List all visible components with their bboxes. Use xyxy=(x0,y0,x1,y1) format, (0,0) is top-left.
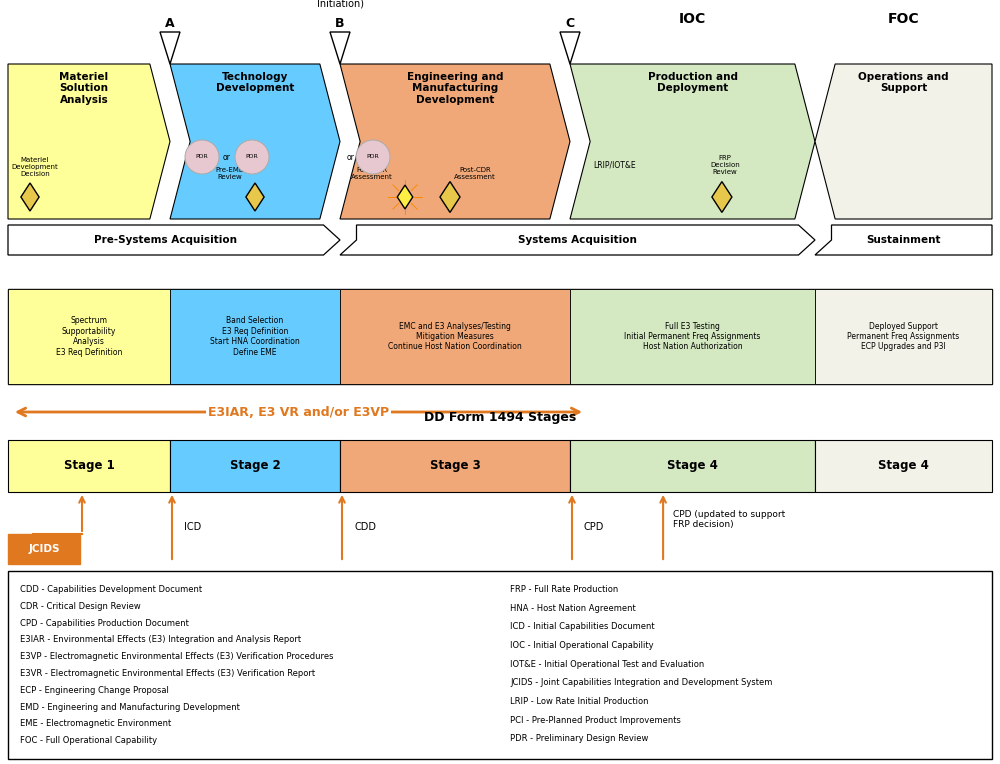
Polygon shape xyxy=(340,64,570,219)
Text: PDR - Preliminary Design Review: PDR - Preliminary Design Review xyxy=(510,734,648,743)
Text: Materiel
Development
Decision: Materiel Development Decision xyxy=(12,157,58,177)
Text: E3VP - Electromagnetic Environmental Effects (E3) Verification Procedures: E3VP - Electromagnetic Environmental Eff… xyxy=(20,652,334,661)
Text: PCI - Pre-Planned Product Improvements: PCI - Pre-Planned Product Improvements xyxy=(510,716,681,725)
Text: Materiel
Solution
Analysis: Materiel Solution Analysis xyxy=(59,72,109,105)
FancyBboxPatch shape xyxy=(170,289,340,384)
Polygon shape xyxy=(8,64,170,219)
Polygon shape xyxy=(21,183,39,211)
Polygon shape xyxy=(815,225,992,255)
Polygon shape xyxy=(815,64,992,219)
Text: Sustainment: Sustainment xyxy=(866,235,941,245)
Text: CPD (updated to support
FRP decision): CPD (updated to support FRP decision) xyxy=(673,510,785,529)
FancyBboxPatch shape xyxy=(8,534,80,564)
Text: ICD: ICD xyxy=(184,522,201,532)
Polygon shape xyxy=(397,185,413,209)
Text: Spectrum
Supportability
Analysis
E3 Req Definition: Spectrum Supportability Analysis E3 Req … xyxy=(56,316,122,357)
Polygon shape xyxy=(170,64,340,219)
Circle shape xyxy=(235,140,269,174)
FancyBboxPatch shape xyxy=(170,440,340,492)
Text: Post-PDR
Assessment: Post-PDR Assessment xyxy=(351,167,393,180)
Text: Stage 3: Stage 3 xyxy=(430,459,480,472)
FancyBboxPatch shape xyxy=(815,289,992,384)
Polygon shape xyxy=(560,32,580,64)
Text: E3VR - Electromagnetic Environmental Effects (E3) Verification Report: E3VR - Electromagnetic Environmental Eff… xyxy=(20,669,315,678)
Text: CDD: CDD xyxy=(354,522,376,532)
Polygon shape xyxy=(160,32,180,64)
FancyBboxPatch shape xyxy=(340,440,570,492)
Text: Engineering and
Manufacturing
Development: Engineering and Manufacturing Developmen… xyxy=(407,72,503,105)
Text: DD Form 1494 Stages: DD Form 1494 Stages xyxy=(424,411,576,424)
Text: ECP - Engineering Change Proposal: ECP - Engineering Change Proposal xyxy=(20,686,169,694)
Text: PDR: PDR xyxy=(246,154,258,160)
Text: IOC: IOC xyxy=(679,12,706,26)
FancyBboxPatch shape xyxy=(815,440,992,492)
Text: CPD: CPD xyxy=(584,522,604,532)
Text: Operations and
Support: Operations and Support xyxy=(858,72,949,93)
Text: Post-CDR
Assessment: Post-CDR Assessment xyxy=(454,167,496,180)
Text: JCIDS: JCIDS xyxy=(28,544,60,554)
FancyBboxPatch shape xyxy=(8,440,170,492)
Polygon shape xyxy=(712,182,732,212)
Text: Stage 4: Stage 4 xyxy=(667,459,718,472)
Text: FRP
Decision
Review: FRP Decision Review xyxy=(710,155,740,175)
Polygon shape xyxy=(8,225,340,255)
Text: FOC - Full Operational Capability: FOC - Full Operational Capability xyxy=(20,736,157,745)
Text: Systems Acquisition: Systems Acquisition xyxy=(518,235,637,245)
Circle shape xyxy=(356,140,390,174)
Polygon shape xyxy=(246,183,264,211)
Circle shape xyxy=(185,140,219,174)
Polygon shape xyxy=(340,225,815,255)
Text: IOC - Initial Operational Capability: IOC - Initial Operational Capability xyxy=(510,641,654,650)
Polygon shape xyxy=(440,182,460,212)
FancyBboxPatch shape xyxy=(570,289,815,384)
Text: or: or xyxy=(347,153,355,161)
Text: EMD - Engineering and Manufacturing Development: EMD - Engineering and Manufacturing Deve… xyxy=(20,703,240,711)
Text: (Program
Initiation): (Program Initiation) xyxy=(317,0,364,9)
Text: PDR: PDR xyxy=(367,154,379,160)
Text: Band Selection
E3 Req Definition
Start HNA Coordination
Define EME: Band Selection E3 Req Definition Start H… xyxy=(210,316,300,357)
Text: LRIP - Low Rate Initial Production: LRIP - Low Rate Initial Production xyxy=(510,697,648,706)
Text: Technology
Development: Technology Development xyxy=(216,72,294,93)
Text: Full E3 Testing
Initial Permanent Freq Assignments
Host Nation Authorization: Full E3 Testing Initial Permanent Freq A… xyxy=(624,322,761,351)
FancyBboxPatch shape xyxy=(8,289,170,384)
Text: JCIDS - Joint Capabilities Integration and Development System: JCIDS - Joint Capabilities Integration a… xyxy=(510,678,772,688)
Text: or: or xyxy=(223,153,231,161)
FancyBboxPatch shape xyxy=(8,571,992,759)
Text: CPD - Capabilities Production Document: CPD - Capabilities Production Document xyxy=(20,619,189,627)
Text: ICD - Initial Capabilities Document: ICD - Initial Capabilities Document xyxy=(510,623,655,631)
Text: E3IAR, E3 VR and/or E3VP: E3IAR, E3 VR and/or E3VP xyxy=(208,406,389,419)
Text: IOT&E - Initial Operational Test and Evaluation: IOT&E - Initial Operational Test and Eva… xyxy=(510,659,704,668)
Text: FOC: FOC xyxy=(888,12,919,26)
Text: LRIP/IOT&E: LRIP/IOT&E xyxy=(594,161,636,170)
Text: Stage 4: Stage 4 xyxy=(878,459,929,472)
FancyBboxPatch shape xyxy=(340,289,570,384)
Text: PDR: PDR xyxy=(196,154,208,160)
Text: CDR - Critical Design Review: CDR - Critical Design Review xyxy=(20,602,141,610)
Text: Stage 1: Stage 1 xyxy=(64,459,114,472)
Text: Pre-Systems Acquisition: Pre-Systems Acquisition xyxy=(94,235,237,245)
Text: Stage 2: Stage 2 xyxy=(230,459,280,472)
FancyBboxPatch shape xyxy=(570,440,815,492)
Text: Deployed Support
Permanent Freq Assignments
ECP Upgrades and P3I: Deployed Support Permanent Freq Assignme… xyxy=(847,322,960,351)
Text: EME - Electromagnetic Environment: EME - Electromagnetic Environment xyxy=(20,720,171,728)
Text: HNA - Host Nation Agreement: HNA - Host Nation Agreement xyxy=(510,604,636,613)
Text: A: A xyxy=(165,17,175,30)
Text: E3IAR - Environmental Effects (E3) Integration and Analysis Report: E3IAR - Environmental Effects (E3) Integ… xyxy=(20,636,301,644)
Polygon shape xyxy=(570,64,815,219)
Text: EMC and E3 Analyses/Testing
Mitigation Measures
Continue Host Nation Coordinatio: EMC and E3 Analyses/Testing Mitigation M… xyxy=(388,322,522,351)
Text: C: C xyxy=(565,17,575,30)
Text: B: B xyxy=(335,17,345,30)
Text: Production and
Deployment: Production and Deployment xyxy=(648,72,738,93)
Text: Pre-EMD
Review: Pre-EMD Review xyxy=(215,167,245,180)
Text: FRP - Full Rate Production: FRP - Full Rate Production xyxy=(510,585,618,594)
Text: CDD - Capabilities Development Document: CDD - Capabilities Development Document xyxy=(20,585,202,594)
FancyBboxPatch shape xyxy=(8,289,992,384)
Polygon shape xyxy=(330,32,350,64)
